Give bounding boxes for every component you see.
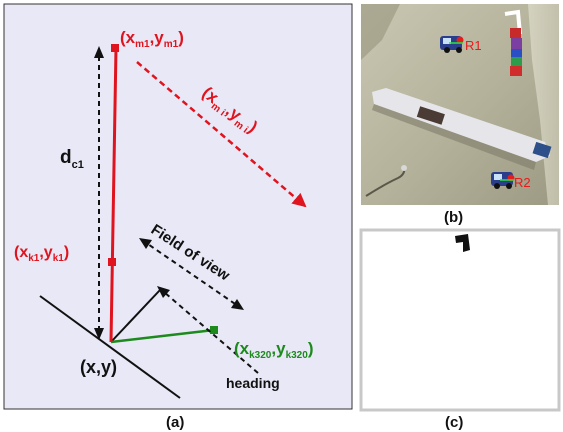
label-dc1: dc1 <box>60 147 84 171</box>
panel-c <box>359 228 561 412</box>
robot-2-label: R2 <box>514 175 531 190</box>
heading-arrow-line <box>163 291 259 374</box>
fov-arrow-head-end <box>231 299 244 310</box>
robot-2 <box>491 172 515 189</box>
label-k1: (xk1,yk1) <box>14 244 69 264</box>
label-m1: (xm1,ym1) <box>120 28 184 50</box>
photo-obstacle-blue-end <box>532 141 552 159</box>
fov-boundary-line <box>110 289 161 343</box>
photo-obstacle-dark-block <box>416 106 445 125</box>
photo-obstacle-shadow <box>372 104 536 170</box>
label-k320: (xk320,yk320) <box>234 339 313 361</box>
caption-c: (c) <box>445 414 463 431</box>
heading-arrow-head <box>157 286 170 298</box>
fov-arrow-head-start <box>139 238 152 249</box>
caption-b: (b) <box>444 209 463 226</box>
red-vertical-line <box>109 47 118 343</box>
photo-tape-line <box>504 9 522 35</box>
robot-1-label: R1 <box>465 38 482 53</box>
photo-obstacle-beam <box>372 88 550 162</box>
label-heading: heading <box>226 375 280 391</box>
photo-block-red-bottom <box>510 66 522 76</box>
dc1-arrow-head-top <box>94 46 104 58</box>
caption-a: (a) <box>166 414 184 431</box>
panel-a: (xm1,ym1) (xm i,ym i) dc1 (xk1,yk1) Fiel… <box>3 3 353 410</box>
label-xy: (x,y) <box>80 357 117 377</box>
red-point-k1 <box>108 258 116 266</box>
photo-block-red-top <box>510 28 521 38</box>
photo-block-blue <box>511 49 522 57</box>
panel-c-frame <box>359 228 561 412</box>
wall-line <box>39 295 181 399</box>
red-dashed-arrow <box>136 61 307 208</box>
photo-wall <box>528 4 559 205</box>
photo-corner-shadow <box>361 4 400 60</box>
photo-block-purple <box>511 38 522 49</box>
green-measurement-line <box>110 328 215 344</box>
green-point-marker <box>210 326 218 334</box>
photo-cable-plug <box>401 165 407 171</box>
red-point-m1 <box>111 44 119 52</box>
fov-arrow-line <box>141 239 242 309</box>
photo-block-green <box>511 57 522 66</box>
panel-b-photo: R1 R2 <box>361 4 559 205</box>
robot-1 <box>440 36 464 53</box>
dc1-arrow-head-bottom <box>94 328 104 340</box>
panel-a-background <box>3 3 353 410</box>
panel-c-shape <box>455 234 470 252</box>
